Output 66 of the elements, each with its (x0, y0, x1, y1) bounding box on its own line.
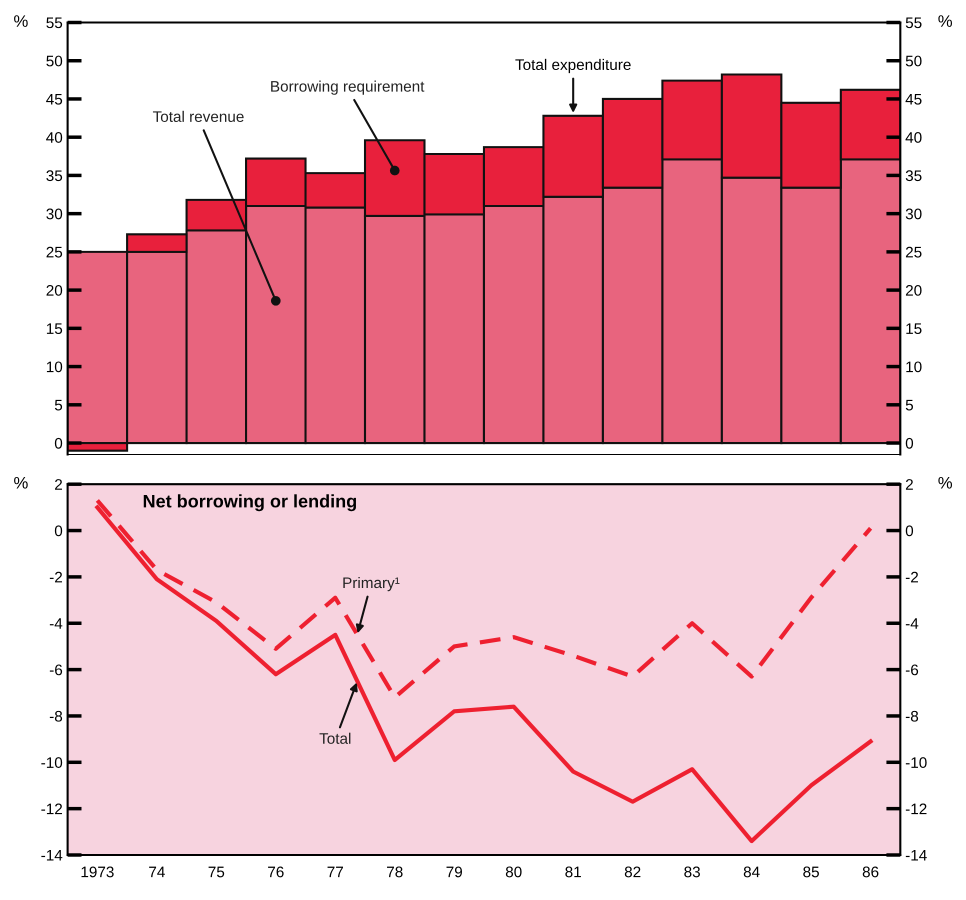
y-tick-label: 0 (54, 525, 62, 536)
series-label: Primary¹ (343, 576, 400, 592)
series-label: Total (319, 732, 350, 744)
x-tick-label: 86 (862, 866, 878, 878)
x-tick-label: 79 (446, 866, 462, 878)
x-tick-label: 82 (624, 866, 640, 878)
y2-tick-label: 35 (906, 170, 922, 182)
y2-tick-label: 5 (906, 400, 914, 410)
y2-tick-label: 40 (906, 132, 922, 143)
x-tick-label: 84 (744, 866, 760, 878)
y-tick-label: 2 (55, 479, 62, 490)
y-tick-label: 30 (46, 208, 62, 220)
y-tick-label: 55 (46, 18, 62, 28)
y-axis-title: % (14, 15, 28, 27)
text: Total revenue (152, 110, 244, 122)
y2-tick-label: 50 (906, 56, 922, 66)
y2-tick-label: 15 (906, 323, 922, 334)
y-tick-label: 40 (46, 132, 62, 143)
y-tick-label: -2 (50, 572, 62, 582)
y2-axis-title: % (938, 15, 952, 27)
x-tick-label: 85 (803, 866, 819, 878)
y-tick-label: -12 (41, 804, 62, 814)
x-tick-label: 76 (268, 866, 284, 878)
y2-tick-label: -4 (906, 618, 918, 629)
x-tick-label: 1973 (82, 866, 114, 878)
y-tick-label: -8 (50, 710, 62, 722)
x-tick-label: 74 (149, 866, 165, 878)
text: Net borrowing or lending (144, 494, 356, 512)
y2-tick-label: 2 (906, 479, 913, 490)
y-tick-label: 25 (46, 246, 62, 258)
y2-tick-label: 0 (906, 525, 914, 536)
y-tick-label: -14 (41, 850, 62, 861)
y2-tick-label: -8 (906, 710, 918, 722)
y-tick-label: 20 (46, 284, 62, 296)
y2-tick-label: -12 (906, 804, 926, 814)
y-tick-label: 5 (54, 400, 62, 410)
y-tick-label: -4 (50, 618, 62, 629)
y2-tick-label: -6 (906, 664, 918, 676)
y2-tick-label: 55 (906, 18, 922, 28)
y2-tick-label: 10 (906, 361, 922, 372)
y2-tick-label: 25 (906, 246, 922, 258)
y2-tick-label: -10 (906, 757, 927, 768)
y-tick-label: 50 (46, 56, 62, 66)
x-tick-label: 78 (387, 866, 403, 878)
y2-tick-label: -2 (906, 572, 918, 582)
y2-tick-label: 20 (906, 284, 922, 296)
y2-axis-title: % (938, 476, 952, 489)
y2-tick-label: 30 (906, 208, 922, 220)
x-tick-label: 80 (506, 866, 522, 878)
x-tick-label: 77 (328, 866, 343, 878)
y-tick-label: -6 (50, 664, 62, 676)
x-tick-label: 81 (565, 866, 581, 878)
x-tick-label: 83 (684, 866, 700, 878)
y-tick-label: 0 (54, 438, 62, 449)
annotation: Total expenditure (515, 58, 631, 74)
y-tick-label: 45 (46, 94, 62, 105)
y-tick-label: 10 (46, 361, 62, 372)
y-tick-label: 15 (46, 323, 62, 334)
x-tick-label: 75 (208, 866, 224, 878)
y2-tick-label: -14 (906, 850, 927, 861)
y-axis-title: % (14, 476, 28, 489)
text: Borrowing requirement (271, 80, 424, 95)
y2-tick-label: 0 (906, 438, 914, 449)
y-tick-label: 35 (46, 170, 62, 182)
y2-tick-label: 45 (906, 94, 922, 105)
y-tick-label: -10 (41, 757, 62, 768)
